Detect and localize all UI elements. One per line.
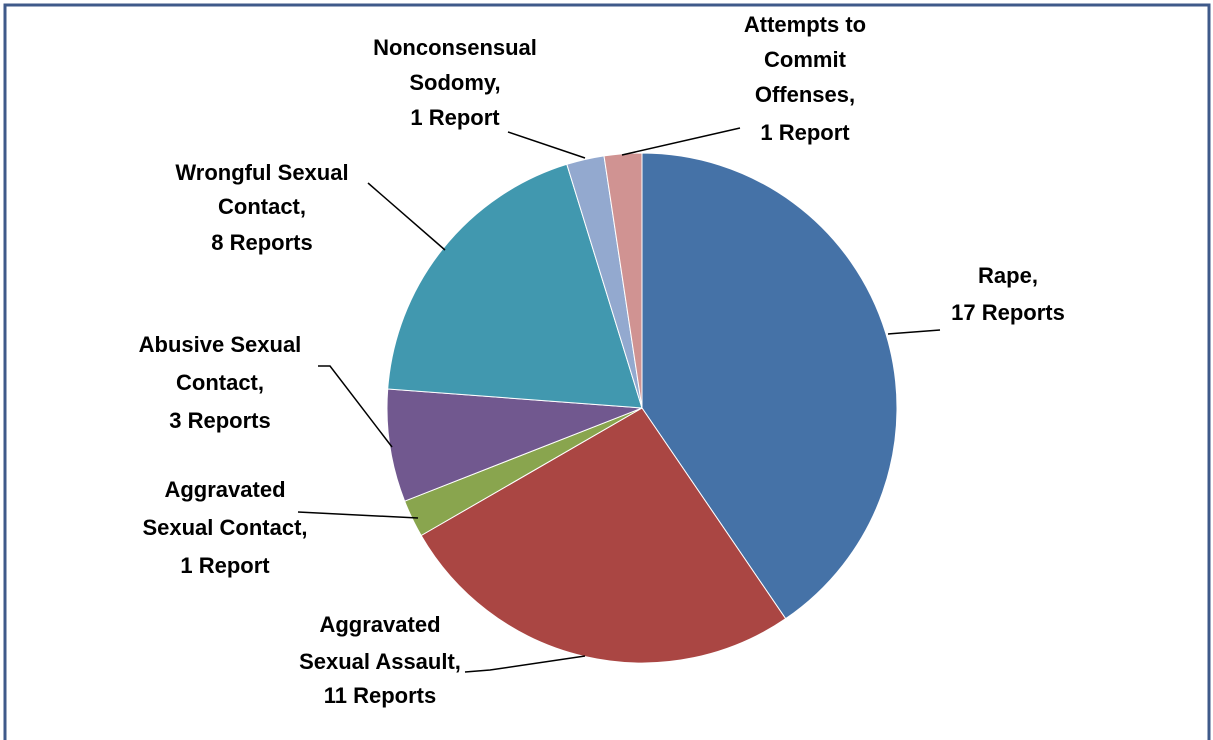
slice-label: Rape, bbox=[978, 263, 1038, 288]
value-label: 1 Report bbox=[180, 553, 270, 578]
label-line: Nonconsensual bbox=[373, 35, 537, 60]
label-line: Rape, bbox=[978, 263, 1038, 288]
label-line: Abusive Sexual bbox=[139, 332, 302, 357]
label-line: Sexual Contact, bbox=[142, 515, 307, 540]
label-line: Aggravated bbox=[164, 477, 285, 502]
slice-label: Wrongful Sexual Contact, bbox=[175, 160, 348, 219]
value-label: 1 Report bbox=[410, 105, 500, 130]
label-line: Contact, bbox=[218, 194, 306, 219]
pie-slice bbox=[603, 152, 643, 409]
leader-line bbox=[887, 329, 941, 335]
label-line: Contact, bbox=[176, 370, 264, 395]
label-line: Sexual Assault, bbox=[299, 649, 461, 674]
frame bbox=[3, 3, 1211, 740]
slice-label: Abusive Sexual Contact, bbox=[139, 332, 302, 395]
slice-label: Nonconsensual Sodomy, bbox=[373, 35, 537, 95]
leader-line bbox=[318, 365, 393, 448]
label-line: Sodomy, bbox=[409, 70, 500, 95]
label-line: Commit bbox=[764, 47, 847, 72]
pie-slice bbox=[420, 407, 787, 664]
label-line: Wrongful Sexual bbox=[175, 160, 348, 185]
value-label: 3 Reports bbox=[169, 408, 270, 433]
leader-line bbox=[297, 511, 419, 519]
leader-line bbox=[367, 182, 446, 251]
leader-line bbox=[621, 127, 741, 156]
value-label: 1 Report bbox=[760, 120, 850, 145]
slice-label: Attempts to Commit Offenses, bbox=[744, 12, 866, 107]
leader-line bbox=[464, 655, 586, 673]
label-line: Offenses, bbox=[755, 82, 855, 107]
label-line: Attempts to bbox=[744, 12, 866, 37]
pie-slice bbox=[386, 388, 643, 502]
value-label: 11 Reports bbox=[324, 683, 437, 708]
label-line: Aggravated bbox=[319, 612, 440, 637]
value-label: 17 Reports bbox=[951, 300, 1065, 325]
slice-label: Aggravated Sexual Assault, bbox=[299, 612, 461, 674]
value-label: 8 Reports bbox=[211, 230, 312, 255]
slice-label: Aggravated Sexual Contact, bbox=[142, 477, 307, 540]
pie-slice bbox=[641, 152, 898, 620]
leader-line bbox=[507, 131, 586, 159]
pie-slice bbox=[387, 163, 643, 409]
